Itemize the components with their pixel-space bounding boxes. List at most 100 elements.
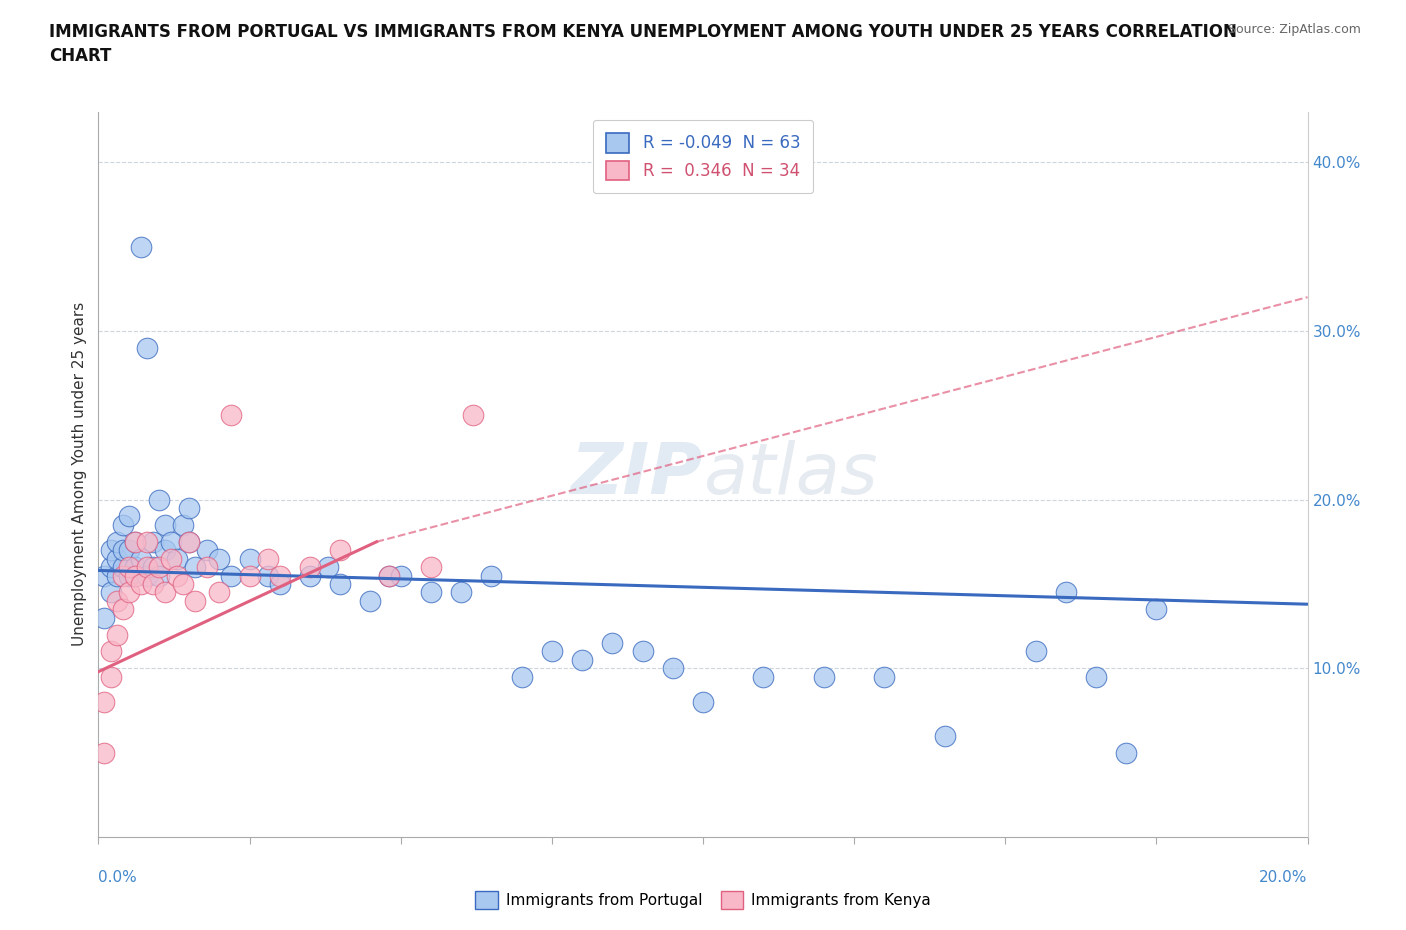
Point [135, 560, 157, 575]
Point [93, 695, 115, 710]
Point [160, 535, 183, 550]
Text: IMMIGRANTS FROM PORTUGAL VS IMMIGRANTS FROM KENYA UNEMPLOYMENT AMONG YOUTH UNDER: IMMIGRANTS FROM PORTUGAL VS IMMIGRANTS F… [49, 23, 1237, 65]
Point [873, 670, 896, 684]
Point [124, 535, 146, 550]
Point [105, 568, 128, 583]
Point [602, 635, 624, 650]
Point [93, 568, 115, 583]
Point [105, 551, 128, 566]
Point [1115, 745, 1137, 760]
Point [360, 593, 382, 608]
Point [269, 577, 291, 591]
Point [1085, 670, 1108, 684]
Point [661, 661, 683, 676]
Point [221, 568, 243, 583]
Point [239, 568, 262, 583]
Point [221, 408, 243, 423]
Point [1054, 585, 1077, 600]
Text: ZIP: ZIP [571, 440, 703, 509]
Point [329, 577, 352, 591]
Point [111, 560, 134, 575]
Point [299, 560, 322, 575]
Point [142, 535, 165, 550]
Point [1144, 602, 1167, 617]
Point [111, 568, 134, 583]
Point [142, 577, 165, 591]
Point [420, 585, 443, 600]
Point [389, 568, 412, 583]
Point [934, 728, 956, 743]
Point [377, 568, 399, 583]
Text: atlas: atlas [703, 440, 877, 509]
Point [111, 517, 134, 532]
Point [129, 577, 152, 591]
Point [100, 585, 122, 600]
Point [100, 560, 122, 575]
Point [510, 670, 533, 684]
Text: Source: ZipAtlas.com: Source: ZipAtlas.com [1227, 23, 1361, 36]
Point [540, 644, 562, 658]
Point [129, 239, 152, 254]
Point [752, 670, 775, 684]
Point [450, 585, 472, 600]
Y-axis label: Unemployment Among Youth under 25 years: Unemployment Among Youth under 25 years [72, 302, 87, 646]
Point [124, 560, 146, 575]
Point [166, 568, 188, 583]
Point [135, 535, 157, 550]
Point [463, 408, 485, 423]
Point [160, 551, 183, 566]
Point [208, 551, 231, 566]
Point [105, 535, 128, 550]
Point [135, 568, 157, 583]
Point [153, 543, 176, 558]
Point [118, 568, 141, 583]
Point [153, 517, 176, 532]
Point [142, 560, 165, 575]
Point [148, 492, 170, 507]
Point [329, 543, 352, 558]
Point [111, 602, 134, 617]
Point [179, 500, 201, 515]
Point [124, 535, 146, 550]
Point [111, 543, 134, 558]
Point [93, 610, 115, 625]
Point [195, 560, 218, 575]
Text: 20.0%: 20.0% [1260, 870, 1308, 884]
Point [118, 509, 141, 524]
Point [420, 560, 443, 575]
Point [105, 627, 128, 642]
Point [631, 644, 654, 658]
Legend: R = -0.049  N = 63, R =  0.346  N = 34: R = -0.049 N = 63, R = 0.346 N = 34 [592, 120, 814, 193]
Point [153, 585, 176, 600]
Point [239, 551, 262, 566]
Point [148, 560, 170, 575]
Legend: Immigrants from Portugal, Immigrants from Kenya: Immigrants from Portugal, Immigrants fro… [470, 885, 936, 915]
Point [124, 568, 146, 583]
Point [208, 585, 231, 600]
Point [100, 670, 122, 684]
Point [100, 644, 122, 658]
Point [118, 560, 141, 575]
Point [481, 568, 503, 583]
Point [118, 585, 141, 600]
Point [179, 535, 201, 550]
Point [166, 551, 188, 566]
Point [256, 568, 278, 583]
Point [299, 568, 322, 583]
Point [105, 593, 128, 608]
Point [1024, 644, 1046, 658]
Point [316, 560, 339, 575]
Point [377, 568, 399, 583]
Point [184, 593, 207, 608]
Point [692, 695, 714, 710]
Point [813, 670, 835, 684]
Point [179, 535, 201, 550]
Point [118, 543, 141, 558]
Point [135, 340, 157, 355]
Point [148, 568, 170, 583]
Point [93, 745, 115, 760]
Point [571, 653, 593, 668]
Point [269, 568, 291, 583]
Text: 0.0%: 0.0% [98, 870, 138, 884]
Point [195, 543, 218, 558]
